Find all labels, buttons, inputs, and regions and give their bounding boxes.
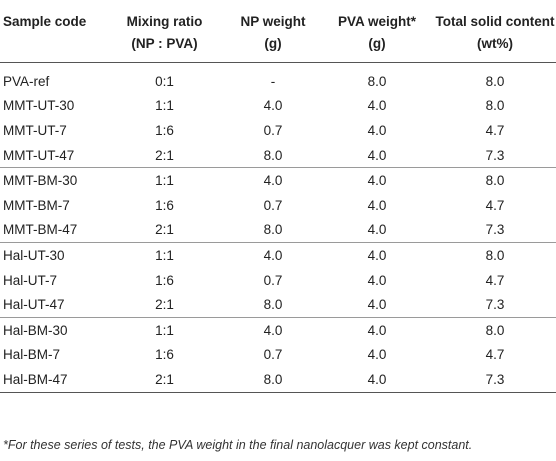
cell-total-solid: 4.7 (485, 347, 505, 363)
cell-mixing-ratio: 1:6 (155, 197, 174, 213)
cell-sample-code: Hal-BM-47 (3, 371, 68, 387)
cell-mixing-ratio: 1:1 (155, 322, 174, 338)
cell-sample-code: MMT-UT-7 (3, 122, 67, 138)
header-sample-code: Sample code (3, 13, 87, 29)
cell-mixing-ratio: 0:1 (155, 73, 174, 89)
table-row: Hal-BM-30 1:1 4.0 4.0 8.0 (0, 317, 556, 342)
table-row: MMT-UT-30 1:1 4.0 4.0 8.0 (0, 94, 556, 119)
cell-total-solid: 4.7 (485, 272, 505, 288)
cell-sample-code: MMT-UT-47 (3, 147, 75, 163)
cell-mixing-ratio: 2:1 (155, 297, 174, 313)
cell-total-solid: 7.3 (485, 297, 505, 313)
cell-np-weight: 4.0 (263, 173, 283, 189)
table-row: Hal-BM-47 2:1 8.0 4.0 7.3 (0, 367, 556, 392)
table-row: MMT-UT-7 1:6 0.7 4.0 4.7 (0, 118, 556, 143)
header-sample-code-unit (0, 30, 103, 63)
data-table: Sample code Mixing ratio NP weight PVA w… (0, 0, 556, 393)
table-row: PVA-ref 0:1 - 8.0 8.0 (0, 69, 556, 94)
cell-pva-weight: 4.0 (367, 98, 387, 114)
cell-mixing-ratio: 2:1 (155, 222, 174, 238)
cell-pva-weight: 4.0 (367, 197, 387, 213)
cell-total-solid: 7.3 (485, 371, 505, 387)
header-row-2: (NP : PVA) (g) (g) (wt%) (0, 30, 556, 63)
row-group-1: PVA-ref 0:1 - 8.0 8.0 MMT-UT-30 1:1 4.0 … (0, 63, 556, 168)
table-row: MMT-BM-47 2:1 8.0 4.0 7.3 (0, 218, 556, 243)
header-mixing-ratio-unit: (NP : PVA) (131, 35, 198, 51)
cell-total-solid: 8.0 (485, 73, 505, 89)
cell-total-solid: 8.0 (485, 322, 505, 338)
cell-sample-code: MMT-BM-30 (3, 173, 78, 189)
cell-pva-weight: 4.0 (367, 297, 387, 313)
header-row-1: Sample code Mixing ratio NP weight PVA w… (0, 0, 556, 30)
cell-total-solid: 7.3 (485, 147, 505, 163)
cell-mixing-ratio: 1:1 (155, 173, 174, 189)
table-row: Hal-UT-47 2:1 8.0 4.0 7.3 (0, 292, 556, 317)
cell-pva-weight: 4.0 (367, 173, 387, 189)
header-np-weight-unit: (g) (264, 35, 282, 51)
cell-mixing-ratio: 1:6 (155, 347, 174, 363)
cell-mixing-ratio: 2:1 (155, 147, 174, 163)
cell-total-solid: 7.3 (485, 222, 505, 238)
table-row: Hal-UT-30 1:1 4.0 4.0 8.0 (0, 243, 556, 268)
cell-np-weight: 8.0 (263, 222, 283, 238)
cell-np-weight: 0.7 (263, 122, 283, 138)
cell-sample-code: Hal-UT-47 (3, 297, 65, 313)
cell-sample-code: PVA-ref (3, 73, 50, 89)
cell-pva-weight: 4.0 (367, 272, 387, 288)
cell-np-weight: 0.7 (263, 197, 283, 213)
cell-pva-weight: 4.0 (367, 247, 387, 263)
cell-pva-weight: 8.0 (367, 73, 387, 89)
cell-np-weight: 8.0 (263, 297, 283, 313)
cell-sample-code: Hal-BM-7 (3, 347, 61, 363)
table-row: MMT-BM-30 1:1 4.0 4.0 8.0 (0, 168, 556, 193)
table-row: MMT-BM-7 1:6 0.7 4.0 4.7 (0, 193, 556, 218)
table-row: Hal-BM-7 1:6 0.7 4.0 4.7 (0, 343, 556, 368)
row-group-3: Hal-UT-30 1:1 4.0 4.0 8.0 Hal-UT-7 1:6 0… (0, 243, 556, 318)
header-np-weight: NP weight (240, 13, 306, 29)
row-group-2: MMT-BM-30 1:1 4.0 4.0 8.0 MMT-BM-7 1:6 0… (0, 168, 556, 243)
cell-sample-code: MMT-BM-7 (3, 197, 70, 213)
cell-total-solid: 4.7 (485, 122, 505, 138)
cell-pva-weight: 4.0 (367, 322, 387, 338)
cell-np-weight: 8.0 (263, 147, 283, 163)
cell-mixing-ratio: 1:6 (155, 122, 174, 138)
table-row: Hal-UT-7 1:6 0.7 4.0 4.7 (0, 268, 556, 293)
header-mixing-ratio: Mixing ratio (126, 13, 203, 29)
cell-mixing-ratio: 2:1 (155, 371, 174, 387)
cell-np-weight: 4.0 (263, 247, 283, 263)
cell-np-weight: 8.0 (263, 371, 283, 387)
row-group-4: Hal-BM-30 1:1 4.0 4.0 8.0 Hal-BM-7 1:6 0… (0, 317, 556, 393)
cell-mixing-ratio: 1:1 (155, 98, 174, 114)
cell-total-solid: 8.0 (485, 98, 505, 114)
header-total-solid-unit: (wt%) (477, 35, 513, 51)
cell-sample-code: Hal-BM-30 (3, 322, 68, 338)
header-pva-weight: PVA weight* (337, 13, 416, 29)
cell-np-weight: - (270, 73, 276, 89)
cell-total-solid: 8.0 (485, 173, 505, 189)
cell-pva-weight: 4.0 (367, 347, 387, 363)
cell-np-weight: 4.0 (263, 322, 283, 338)
table-row: MMT-UT-47 2:1 8.0 4.0 7.3 (0, 143, 556, 168)
cell-pva-weight: 4.0 (367, 122, 387, 138)
table-footnote: *For these series of tests, the PVA weig… (3, 438, 473, 452)
cell-pva-weight: 4.0 (367, 222, 387, 238)
cell-sample-code: Hal-UT-30 (3, 247, 65, 263)
cell-sample-code: MMT-UT-30 (3, 98, 75, 114)
header-pva-weight-unit: (g) (368, 35, 386, 51)
cell-mixing-ratio: 1:1 (155, 247, 174, 263)
header-total-solid: Total solid content (435, 13, 555, 29)
cell-pva-weight: 4.0 (367, 371, 387, 387)
cell-np-weight: 0.7 (263, 347, 283, 363)
cell-np-weight: 0.7 (263, 272, 283, 288)
cell-np-weight: 4.0 (263, 98, 283, 114)
cell-pva-weight: 4.0 (367, 147, 387, 163)
cell-total-solid: 4.7 (485, 197, 505, 213)
cell-total-solid: 8.0 (485, 247, 505, 263)
cell-mixing-ratio: 1:6 (155, 272, 174, 288)
table-header: Sample code Mixing ratio NP weight PVA w… (0, 0, 556, 63)
cell-sample-code: Hal-UT-7 (3, 272, 58, 288)
cell-sample-code: MMT-BM-47 (3, 222, 78, 238)
